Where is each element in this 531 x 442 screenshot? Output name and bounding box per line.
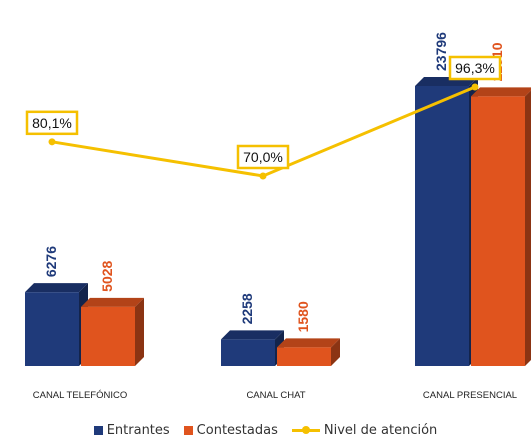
legend: Entrantes Contestadas Nivel de atención: [0, 420, 531, 440]
category-label-canal-telefonico: CANAL TELEFÓNICO: [33, 390, 128, 401]
line-label-box-canal-chat: [236, 144, 290, 170]
point-nivel-canal-chat: [259, 172, 267, 180]
line-label-canal-telefonico: 80,1%: [32, 115, 72, 131]
data-label-entrantes-canal-presencial: 23796: [433, 32, 449, 71]
bar-entrantes-canal-chat: [221, 339, 275, 366]
data-label-contestadas-canal-chat: 1580: [295, 301, 311, 332]
legend-item-entrantes: Entrantes: [93, 422, 170, 438]
category-label-canal-presencial: CANAL PRESENCIAL: [423, 390, 517, 401]
bar-contestadas-canal-presencial: [471, 96, 525, 366]
data-label-entrantes-canal-telefonico: 6276: [43, 246, 59, 277]
category-label-canal-chat: CANAL CHAT: [246, 390, 305, 401]
bar-side-contestadas-canal-chat: [331, 338, 340, 366]
bar-side-contestadas-canal-presencial: [525, 90, 531, 366]
bar-entrantes-canal-telefonico: [25, 292, 79, 366]
legend-swatch-nivel: [291, 424, 320, 436]
chart-canvas: 6276 5028 CANAL TELEFÓNICO 2258 1580 CANAL CH…: [25, 32, 531, 401]
point-nivel-canal-telefonico: [48, 138, 56, 146]
data-label-entrantes-canal-chat: 2258: [239, 293, 255, 324]
line-label-canal-chat: 70,0%: [243, 149, 283, 165]
legend-label-entrantes: Entrantes: [106, 422, 170, 438]
bar-top-entrantes-canal-chat: [221, 330, 284, 340]
line-label-canal-presencial: 96,3%: [455, 60, 495, 76]
data-label-contestadas-canal-telefonico: 5028: [99, 260, 115, 291]
legend-swatch-entrantes: [93, 425, 103, 435]
point-nivel-canal-presencial: [471, 83, 479, 91]
bar-entrantes-canal-presencial: [415, 86, 469, 366]
legend-label-contestadas: Contestadas: [196, 422, 278, 438]
legend-label-nivel: Nivel de atención: [323, 422, 438, 438]
bar-top-entrantes-canal-telefonico: [25, 283, 88, 293]
bar-contestadas-canal-chat: [277, 347, 331, 366]
line-label-box-canal-telefonico: [25, 110, 79, 136]
legend-item-nivel: Nivel de atención: [291, 422, 438, 438]
legend-item-contestadas: Contestadas: [183, 422, 278, 438]
line-label-box-canal-presencial: [448, 55, 502, 81]
bar-top-contestadas-canal-presencial: [471, 87, 531, 97]
legend-swatch-contestadas: [183, 425, 193, 435]
bar-contestadas-canal-telefonico: [81, 306, 135, 366]
bar-top-contestadas-canal-chat: [277, 338, 340, 348]
bar-side-contestadas-canal-telefonico: [135, 297, 144, 366]
bar-top-contestadas-canal-telefonico: [81, 297, 144, 307]
